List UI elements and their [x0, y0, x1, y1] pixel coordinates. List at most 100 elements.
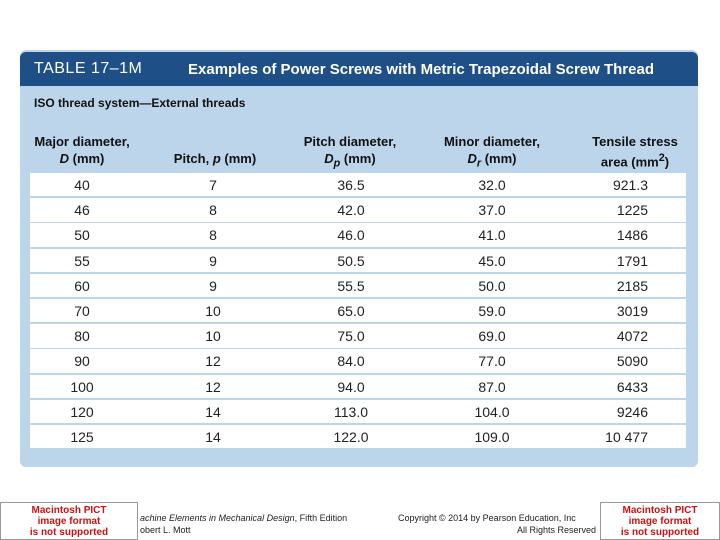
- header-unit: (mm): [72, 151, 105, 166]
- header-symbol: D: [467, 151, 477, 166]
- table-cell: 104.0: [474, 403, 510, 420]
- table-title: Examples of Power Screws with Metric Tra…: [188, 61, 654, 78]
- header-text: Pitch,: [173, 151, 210, 166]
- table-cell: 94.0: [337, 378, 365, 395]
- header-text: Tensile stress: [592, 134, 678, 149]
- table-cell: 10 477: [605, 428, 648, 445]
- placeholder-text: Macintosh PICT: [31, 505, 107, 516]
- table-cell: 5090: [616, 353, 648, 370]
- column-header: Pitch diameter, Dp (mm): [290, 133, 410, 173]
- table-cell: 2185: [616, 277, 648, 294]
- table-number: TABLE 17–1M: [34, 60, 143, 77]
- table-cell: 10: [205, 302, 221, 319]
- placeholder-text: is not supported: [620, 527, 700, 538]
- placeholder-text: is not supported: [29, 527, 109, 538]
- table-cell: 6433: [616, 378, 648, 395]
- table-cell: 8: [209, 227, 217, 244]
- placeholder-text: image format: [37, 516, 101, 527]
- title-band: TABLE 17–1M Examples of Power Screws wit…: [20, 52, 698, 86]
- table-cell: 50: [74, 227, 90, 244]
- table-cell: 113.0: [334, 403, 368, 420]
- table-cell: 70: [74, 302, 90, 319]
- table-cell: 46: [74, 202, 90, 219]
- rights: All Rights Reserved: [517, 525, 597, 535]
- table-cell: 8: [209, 202, 217, 219]
- table-row: 90 12 84.0 77.0 5090: [30, 349, 686, 373]
- header-symbol: p: [212, 151, 221, 166]
- table-cell: 37.0: [478, 202, 506, 219]
- table-body: 40 7 36.5 32.0 921.3 46 8 42.0 37.0 1225 50 8 46.0 41…: [30, 173, 686, 450]
- table-cell: 45.0: [478, 252, 506, 269]
- table-cell: 14: [205, 428, 221, 445]
- table-cell: 41.0: [478, 227, 506, 244]
- table-row: 46 8 42.0 37.0 1225: [30, 198, 686, 222]
- table-cell: 65.0: [337, 302, 365, 319]
- table-cell: 4072: [616, 328, 648, 345]
- table-cell: 9246: [616, 403, 648, 420]
- image-placeholder: Macintosh PICT image format is not support…: [600, 502, 720, 540]
- table-cell: 90: [74, 353, 90, 370]
- table-row: 50 8 46.0 41.0 1486: [30, 223, 686, 247]
- table-cell: 9: [209, 252, 217, 269]
- header-superscript: 2: [658, 152, 665, 164]
- table-cell: 32.0: [478, 177, 506, 193]
- book-title-text: achine Elements in Mechanical Design: [140, 513, 295, 523]
- table-cell: 3019: [616, 302, 648, 319]
- table-row: 120 14 113.0 104.0 9246: [30, 399, 686, 424]
- table-cell: 1225: [616, 202, 648, 219]
- table-row: 80 10 75.0 69.0 4072: [30, 324, 686, 348]
- table-cell: 59.0: [478, 302, 506, 319]
- table-cell: 75.0: [337, 328, 365, 345]
- table-cell: 36.5: [337, 177, 365, 193]
- header-text: Major diameter,: [34, 134, 130, 149]
- book-author: obert L. Mott: [140, 525, 191, 535]
- table-row: 125 14 122.0 109.0 10 477: [30, 424, 686, 449]
- footer: achine Elements in Mechanical Design, Fi…: [0, 502, 720, 540]
- table-row: 60 9 55.5 50.0 2185: [30, 273, 686, 298]
- table-cell: 12: [205, 353, 221, 370]
- header-text: area (mm: [600, 154, 659, 170]
- table-cell: 69.0: [478, 328, 506, 345]
- table-cell: 55.5: [337, 277, 365, 294]
- table-cell: 80: [74, 328, 90, 345]
- table-cell: 55: [74, 252, 90, 269]
- header-text: Pitch diameter,: [303, 134, 397, 149]
- table-cell: 12: [205, 378, 221, 395]
- header-unit: (mm): [224, 151, 257, 166]
- table-cell: 84.0: [337, 353, 365, 370]
- table-cell: 87.0: [478, 378, 506, 395]
- table-cell: 50.0: [478, 277, 506, 294]
- column-header: Pitch, p (mm): [150, 150, 280, 167]
- header-unit: (mm): [484, 151, 517, 166]
- header-text: Minor diameter,: [443, 134, 541, 149]
- copyright: Copyright © 2014 by Pearson Education, I…: [398, 513, 576, 523]
- header-symbol: D: [324, 151, 334, 166]
- header-symbol: D: [59, 151, 69, 166]
- table-cell: 42.0: [337, 202, 365, 219]
- table-cell: 122.0: [333, 428, 369, 445]
- table-cell: 100: [70, 378, 94, 395]
- table-cell: 109.0: [474, 428, 510, 445]
- placeholder-text: Macintosh PICT: [622, 505, 698, 516]
- header-subscript: r: [476, 157, 482, 170]
- table-cell: 46.0: [337, 227, 365, 244]
- book-title: achine Elements in Mechanical Design, Fi…: [140, 513, 347, 523]
- subtitle: ISO thread system—External threads: [34, 96, 246, 110]
- table-row: 70 10 65.0 59.0 3019: [30, 298, 686, 323]
- table-cell: 125: [70, 428, 94, 445]
- table-cell: 60: [74, 277, 90, 294]
- table-row: 55 9 50.5 45.0 1791: [30, 248, 686, 272]
- table-cell: 10: [205, 328, 221, 345]
- table-cell: 50.5: [337, 252, 365, 269]
- table-cell: 1791: [616, 252, 648, 269]
- table-cell: 120: [70, 403, 94, 420]
- column-header: Minor diameter, Dr (mm): [432, 133, 552, 173]
- table-cell: 9: [209, 277, 217, 294]
- table-row: 40 7 36.5 32.0 921.3: [30, 173, 686, 197]
- table-cell: 77.0: [478, 353, 506, 370]
- table-cell: 7: [209, 177, 217, 193]
- header-subscript: p: [333, 157, 341, 170]
- header-unit: (mm): [343, 151, 376, 166]
- header-text: ): [664, 154, 670, 170]
